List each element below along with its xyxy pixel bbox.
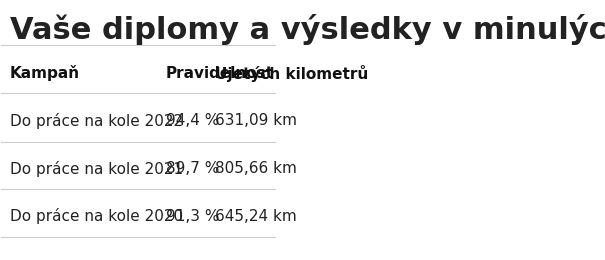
Text: Do práce na kole 2022: Do práce na kole 2022 xyxy=(10,113,183,129)
Text: Kampaň: Kampaň xyxy=(10,66,80,81)
Text: 89,7 %: 89,7 % xyxy=(166,161,219,176)
Text: 805,66 km: 805,66 km xyxy=(215,161,297,176)
Text: 91,3 %: 91,3 % xyxy=(166,209,219,224)
Text: 94,4 %: 94,4 % xyxy=(166,114,219,128)
Text: 645,24 km: 645,24 km xyxy=(215,209,297,224)
Text: Do práce na kole 2021: Do práce na kole 2021 xyxy=(10,161,183,177)
Text: Vaše diplomy a výsledky v minulých roċnících: Vaše diplomy a výsledky v minulých roċní… xyxy=(10,14,605,45)
Text: Ujetých kilometrů: Ujetých kilometrů xyxy=(215,65,368,82)
Text: Pravidelnost: Pravidelnost xyxy=(166,66,273,81)
Text: 631,09 km: 631,09 km xyxy=(215,114,297,128)
Text: Do práce na kole 2020: Do práce na kole 2020 xyxy=(10,208,183,224)
